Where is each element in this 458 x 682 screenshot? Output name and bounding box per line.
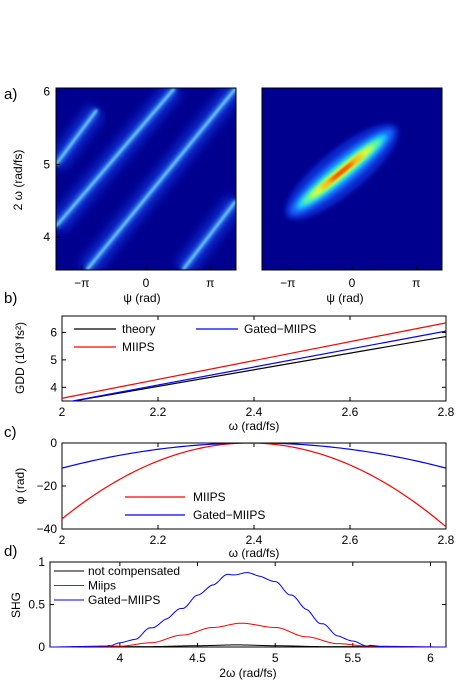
shg-legend-label-0: not compensated (88, 564, 180, 578)
phase-xtick-label-4: 2.8 (438, 533, 455, 547)
shg-xtick-label-2: 5 (272, 651, 279, 665)
phase-legend-label-1: Gated−MIIPS (193, 508, 265, 522)
panel-label-d: d) (4, 543, 17, 560)
heatmap-left-xtick-label-0: −π (74, 276, 89, 290)
shg-ytick-label-0: 0 (38, 640, 45, 654)
shg-xlabel: 2ω (rad/fs) (219, 666, 276, 680)
shg-xtick-label-1: 4.5 (189, 651, 206, 665)
gdd-xtick-label-0: 2 (59, 405, 66, 419)
shg-ytick-label-2: 1 (38, 555, 45, 569)
gdd-ytick-label-2: 6 (50, 325, 57, 339)
heatmap-left: −π 0 π 4 5 6 ψ (rad) 2 ω (rad/fs) (11, 85, 237, 305)
shg-legend-label-2: Gated−MIIPS (88, 593, 160, 607)
heatmap-left-xtick-label-2: π (206, 276, 214, 290)
phase-ylabel: φ (rad) (13, 468, 27, 504)
phase-legend-label-0: MIIPS (193, 490, 226, 504)
gdd-legend-label-0: theory (122, 322, 155, 336)
phase-ytick-label-1: −20 (37, 479, 58, 493)
gdd-series (62, 322, 446, 401)
panel-label-b: b) (4, 290, 17, 307)
shg-line-2 (50, 572, 446, 648)
heatmap-right-xtick-label-2: π (412, 276, 420, 290)
shg-xtick-label-4: 6 (427, 651, 434, 665)
phase-xtick-label-0: 2 (59, 533, 66, 547)
gdd-xlabel: ω (rad/fs) (229, 419, 280, 433)
phase-xtick-label-3: 2.6 (342, 533, 359, 547)
heatmap-right-xtick-label-1: 0 (349, 276, 356, 290)
gdd-line-0 (70, 335, 446, 401)
heatmap-right: −π 0 π ψ (rad) (261, 87, 443, 305)
gdd-chart: 2 2.2 2.4 2.6 2.8 4 5 6 theory MIIPS Gated−MIIPS ω… (13, 315, 455, 433)
gdd-frame (61, 315, 447, 402)
panel-label-c: c) (4, 424, 17, 441)
phase-xlabel: ω (rad/fs) (229, 546, 280, 560)
stripe-0 (56, 109, 98, 165)
heatmap-left-xtick-label-1: 0 (143, 276, 150, 290)
gdd-xtick-label-3: 2.6 (342, 405, 359, 419)
phase-xtick-label-2: 2.4 (246, 533, 263, 547)
heatmap-left-ytick-label-2: 6 (43, 85, 50, 99)
shg-ytick-label-1: 0.5 (28, 598, 45, 612)
phase-xtick-label-1: 2.2 (150, 533, 167, 547)
gdd-line-1 (62, 322, 446, 399)
stripe-1 (56, 88, 176, 227)
shg-chart: 4 4.5 5 5.5 6 0 0.5 1 not compensatedMiipsGated−… (9, 555, 447, 680)
gdd-legend-label-1: MIIPS (122, 340, 155, 354)
gdd-legend-label-2: Gated−MIIPS (244, 322, 316, 336)
heatmap-left-ylabel: 2 ω (rad/fs) (11, 150, 25, 211)
phase-series (62, 443, 446, 528)
gdd-line-2 (69, 330, 446, 401)
gdd-ytick-label-0: 4 (50, 380, 57, 394)
peak-layer-6 (329, 162, 354, 182)
gdd-xtick-label-4: 2.8 (438, 405, 455, 419)
stripe-2 (86, 88, 236, 270)
shg-ylabel: SHG (9, 592, 23, 618)
heatmap-left-xlabel: ψ (rad) (123, 291, 160, 305)
phase-chart: 2 2.2 2.4 2.6 2.8 0 −20 −40 MIIPS Gated−MIIPS ω (… (13, 436, 455, 560)
heatmap-left-ytick-label-0: 4 (43, 230, 50, 244)
phase-line-1 (62, 443, 446, 469)
panel-label-a: a) (4, 86, 17, 103)
shg-xtick-label-0: 4 (117, 651, 124, 665)
heatmap-right-xlabel: ψ (rad) (326, 291, 363, 305)
shg-frame (49, 561, 447, 648)
heatmap-right-xtick-label-0: −π (280, 276, 295, 290)
heatmap-left-ytick-label-1: 5 (43, 157, 50, 171)
phase-ytick-label-0: 0 (50, 436, 57, 450)
phase-ytick-label-2: −40 (37, 522, 58, 536)
shg-legend-label-1: Miips (88, 579, 116, 593)
shg-xtick-label-3: 5.5 (344, 651, 361, 665)
gdd-ytick-label-1: 5 (50, 353, 57, 367)
gdd-xtick-label-2: 2.4 (246, 405, 263, 419)
stripe-3 (182, 200, 236, 270)
gdd-ylabel: GDD (10³ fs²) (13, 322, 27, 394)
gdd-xtick-label-1: 2.2 (150, 405, 167, 419)
